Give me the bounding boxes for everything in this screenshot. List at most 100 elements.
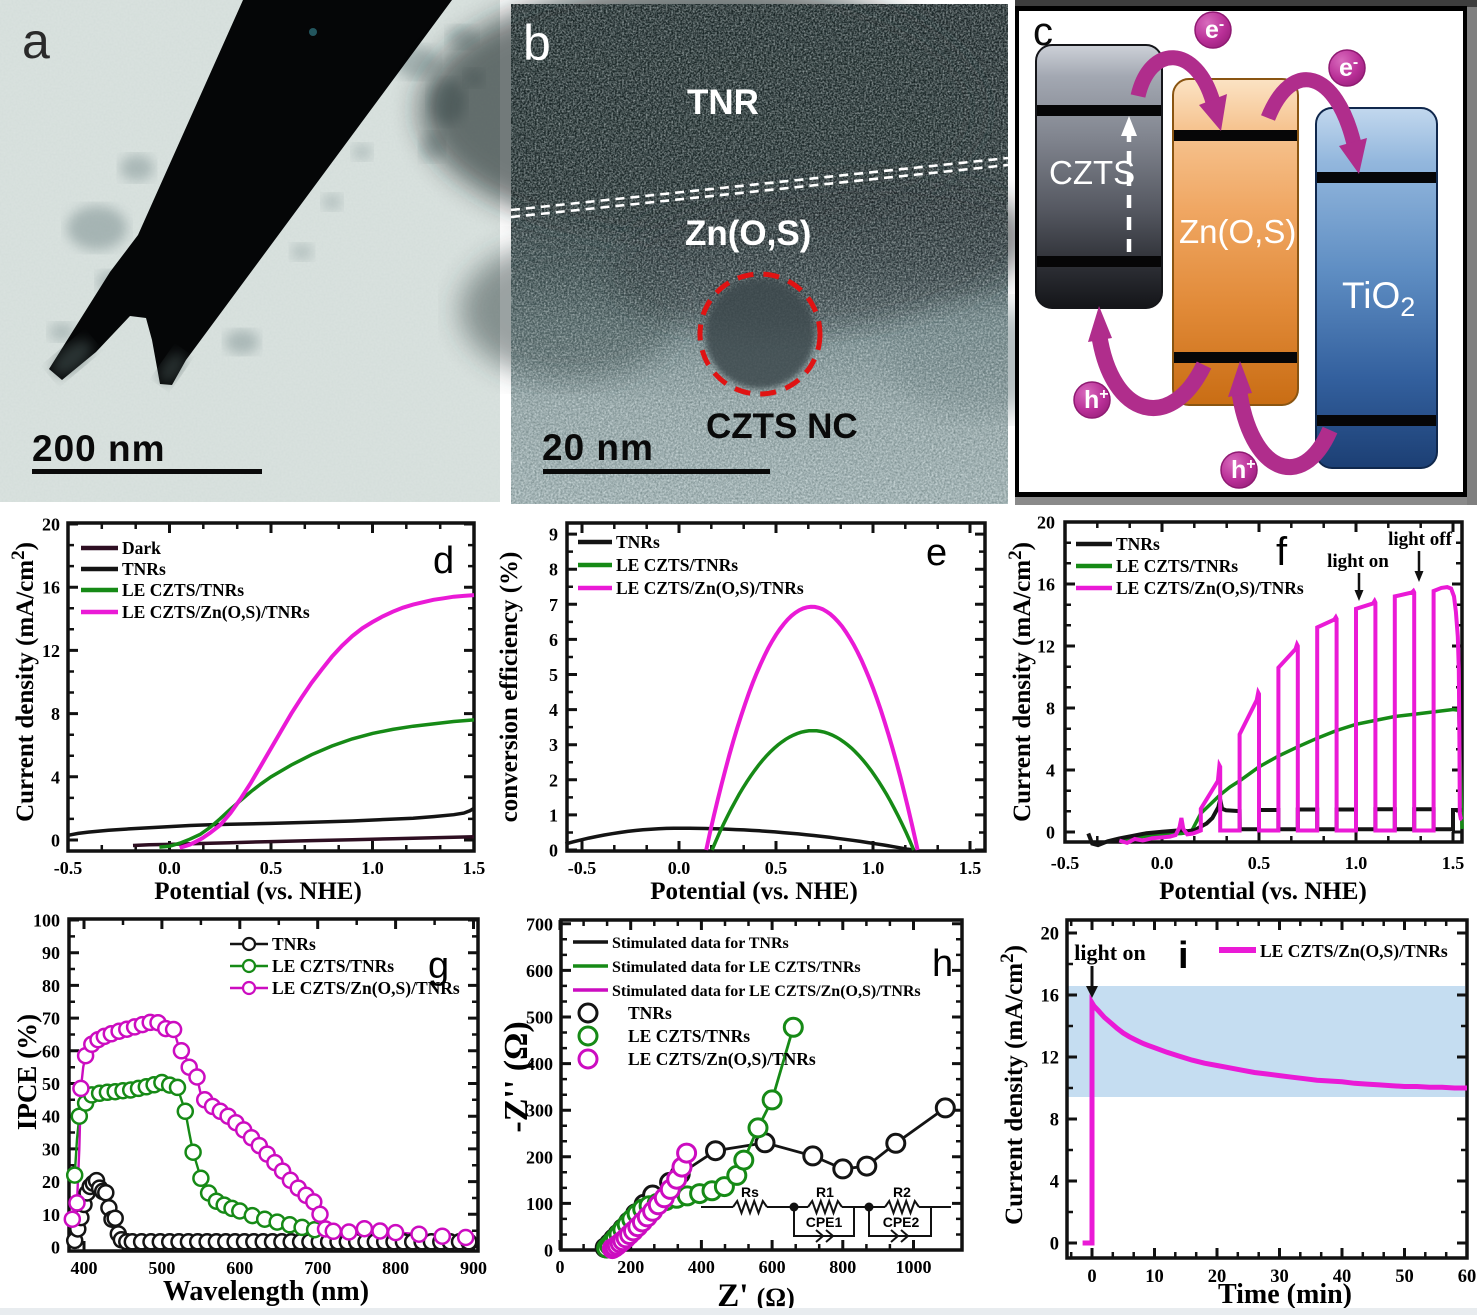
svg-text:12: 12 <box>42 641 60 661</box>
svg-text:LE CZTS/Zn(O,S)/TNRs: LE CZTS/Zn(O,S)/TNRs <box>1116 578 1304 598</box>
svg-text:TNR: TNR <box>687 83 759 122</box>
svg-text:4: 4 <box>1050 1173 1059 1193</box>
svg-text:20: 20 <box>42 515 60 535</box>
svg-text:8: 8 <box>1046 699 1055 719</box>
svg-text:7: 7 <box>549 595 558 615</box>
svg-text:4: 4 <box>549 700 558 720</box>
svg-text:Zn(O,S): Zn(O,S) <box>685 214 811 253</box>
svg-text:12: 12 <box>1041 1049 1060 1069</box>
svg-text:Potential (vs. NHE): Potential (vs. NHE) <box>154 878 362 905</box>
svg-text:0.0: 0.0 <box>158 858 181 878</box>
svg-text:a: a <box>22 13 50 69</box>
svg-text:LE CZTS/Zn(O,S)/TNRs: LE CZTS/Zn(O,S)/TNRs <box>272 978 460 998</box>
svg-text:30: 30 <box>42 1139 60 1159</box>
svg-text:i: i <box>1178 935 1189 977</box>
svg-text:h: h <box>932 943 953 985</box>
svg-text:900: 900 <box>460 1258 487 1278</box>
svg-text:h+: h+ <box>1084 386 1109 414</box>
svg-text:600: 600 <box>226 1258 253 1278</box>
svg-text:Rs: Rs <box>741 1184 759 1200</box>
svg-text:IPCE (%): IPCE (%) <box>12 1014 42 1130</box>
svg-text:1.0: 1.0 <box>361 858 384 878</box>
svg-text:TNRs: TNRs <box>616 532 660 552</box>
svg-text:2: 2 <box>549 770 558 790</box>
svg-text:5: 5 <box>549 665 558 685</box>
svg-text:-0.5: -0.5 <box>568 858 597 878</box>
svg-text:-0.5: -0.5 <box>1051 853 1080 873</box>
svg-text:16: 16 <box>1037 575 1055 595</box>
svg-text:Current density (mA/cm2): Current density (mA/cm2) <box>8 542 39 822</box>
svg-text:Zn(O,S): Zn(O,S) <box>1179 213 1296 250</box>
svg-text:400: 400 <box>688 1257 715 1277</box>
svg-text:700: 700 <box>304 1258 331 1278</box>
svg-text:10: 10 <box>1145 1267 1164 1287</box>
svg-text:-Z'' (Ω): -Z'' (Ω) <box>498 1021 535 1132</box>
svg-text:20: 20 <box>1041 925 1060 945</box>
svg-text:LE CZTS/Zn(O,S)/TNRs: LE CZTS/Zn(O,S)/TNRs <box>122 602 310 622</box>
svg-text:0: 0 <box>556 1257 565 1277</box>
svg-text:CZTS NC: CZTS NC <box>706 407 858 446</box>
svg-text:c: c <box>1033 10 1053 54</box>
svg-text:0.0: 0.0 <box>668 858 691 878</box>
svg-text:LE CZTS/Zn(O,S)/TNRs: LE CZTS/Zn(O,S)/TNRs <box>1260 941 1448 961</box>
svg-text:8: 8 <box>51 704 60 724</box>
svg-text:100: 100 <box>526 1194 553 1214</box>
svg-text:700: 700 <box>526 914 553 934</box>
svg-text:Current density (mA/cm2): Current density (mA/cm2) <box>997 945 1028 1225</box>
svg-text:200 nm: 200 nm <box>32 428 166 469</box>
svg-text:CPE2: CPE2 <box>883 1214 920 1230</box>
svg-text:e: e <box>926 532 947 574</box>
svg-text:Time (min): Time (min) <box>1218 1279 1352 1310</box>
svg-text:1000: 1000 <box>896 1257 932 1277</box>
svg-text:0: 0 <box>549 841 558 861</box>
svg-text:8: 8 <box>1050 1111 1059 1131</box>
svg-text:0: 0 <box>51 1238 60 1258</box>
svg-text:600: 600 <box>526 961 553 981</box>
svg-text:200: 200 <box>526 1147 553 1167</box>
svg-text:Wavelength (nm): Wavelength (nm) <box>163 1276 369 1307</box>
svg-text:TNRs: TNRs <box>1116 534 1160 554</box>
svg-text:4: 4 <box>51 767 60 787</box>
svg-text:Potential (vs. NHE): Potential (vs. NHE) <box>650 878 858 905</box>
svg-text:60: 60 <box>42 1041 60 1061</box>
svg-text:LE CZTS/Zn(O,S)/TNRs: LE CZTS/Zn(O,S)/TNRs <box>616 578 804 598</box>
svg-text:9: 9 <box>549 525 558 545</box>
svg-text:LE CZTS/Zn(O,S)/TNRs: LE CZTS/Zn(O,S)/TNRs <box>628 1049 816 1069</box>
svg-text:50: 50 <box>1395 1267 1414 1287</box>
svg-text:LE CZTS/TNRs: LE CZTS/TNRs <box>616 555 738 575</box>
svg-text:400: 400 <box>71 1258 98 1278</box>
svg-text:0.5: 0.5 <box>765 858 788 878</box>
svg-text:Current density (mA/cm2): Current density (mA/cm2) <box>1005 542 1036 822</box>
svg-text:TNRs: TNRs <box>272 934 316 954</box>
svg-text:CZTS: CZTS <box>1049 154 1135 191</box>
svg-text:Stimulated data for LE CZTS/TN: Stimulated data for LE CZTS/TNRs <box>612 959 861 976</box>
svg-text:500: 500 <box>526 1008 553 1028</box>
svg-text:R1: R1 <box>816 1184 834 1200</box>
svg-text:10: 10 <box>42 1205 60 1225</box>
svg-text:60: 60 <box>1458 1267 1477 1287</box>
svg-text:40: 40 <box>42 1107 60 1127</box>
svg-text:20 nm: 20 nm <box>542 427 654 468</box>
svg-text:20: 20 <box>42 1172 60 1192</box>
svg-text:40: 40 <box>1333 1267 1352 1287</box>
svg-text:LE CZTS/TNRs: LE CZTS/TNRs <box>1116 556 1238 576</box>
svg-text:0: 0 <box>544 1241 553 1261</box>
svg-text:100: 100 <box>33 911 60 931</box>
svg-text:1: 1 <box>549 805 558 825</box>
svg-text:90: 90 <box>42 943 60 963</box>
svg-text:12: 12 <box>1037 637 1055 657</box>
svg-text:800: 800 <box>829 1257 856 1277</box>
svg-text:CPE1: CPE1 <box>806 1214 843 1230</box>
svg-text:20: 20 <box>1037 513 1055 533</box>
svg-text:TNRs: TNRs <box>628 1003 672 1023</box>
svg-text:1.0: 1.0 <box>1345 853 1368 873</box>
svg-text:LE CZTS/TNRs: LE CZTS/TNRs <box>122 580 244 600</box>
svg-text:0.0: 0.0 <box>1151 853 1174 873</box>
svg-text:1.0: 1.0 <box>862 858 885 878</box>
svg-text:light on: light on <box>1327 551 1389 572</box>
svg-text:300: 300 <box>526 1101 553 1121</box>
svg-text:f: f <box>1276 530 1288 574</box>
svg-text:LE CZTS/TNRs: LE CZTS/TNRs <box>272 956 394 976</box>
svg-text:50: 50 <box>42 1074 60 1094</box>
svg-text:200: 200 <box>617 1257 644 1277</box>
